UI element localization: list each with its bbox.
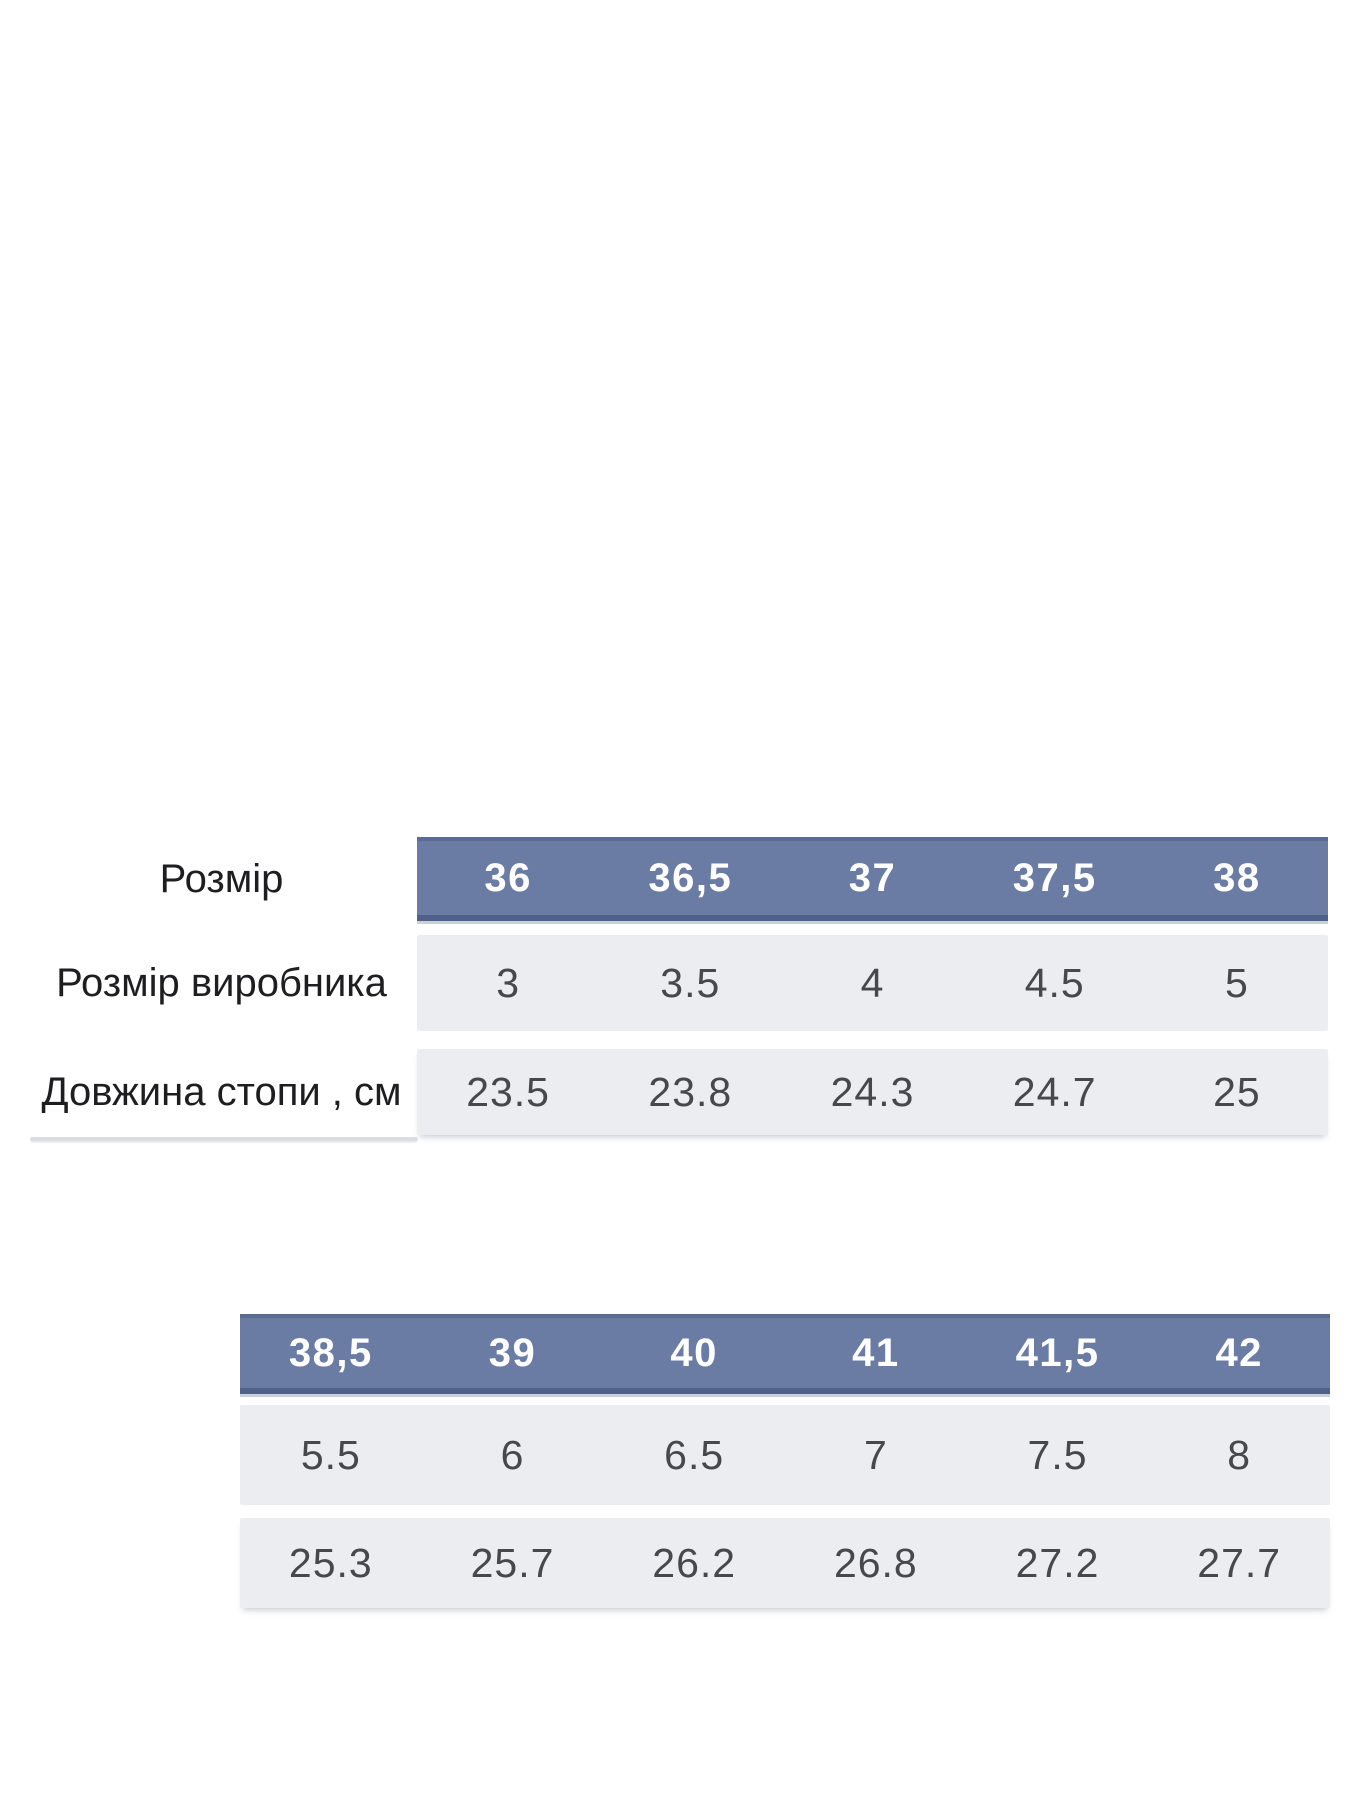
table1-row-label-manufacturer-size: Розмір виробника	[56, 960, 387, 1005]
table1-header-cell-37-5: 37,5	[1012, 855, 1097, 900]
table2-header-row: 38,5 39 40 41 41,5 42	[240, 1314, 1330, 1394]
table2-header-cell-39: 39	[488, 1330, 537, 1375]
table1-header-cell-38: 38	[1213, 855, 1261, 900]
table1-foot-length-cell: 23.5	[466, 1068, 550, 1115]
table2-header-cell-38-5: 38,5	[288, 1330, 373, 1375]
table2-foot-length-cell: 26.2	[652, 1539, 737, 1586]
table1-manufacturer-size-cell: 5	[1225, 959, 1249, 1006]
table1-manufacturer-size-cell: 4.5	[1024, 959, 1085, 1006]
table1-header-cell-36-5: 36,5	[648, 855, 733, 900]
table2-foot-length-cell: 27.7	[1197, 1539, 1282, 1586]
table2-header-cell-41-5: 41,5	[1015, 1330, 1100, 1375]
table2-manufacturer-size-cell: 7.5	[1027, 1431, 1088, 1478]
table2-manufacturer-size-cell: 6.5	[664, 1431, 725, 1478]
table1-row-label-size: Розмір	[159, 856, 284, 901]
table1-foot-length-cell: 24.7	[1012, 1068, 1097, 1115]
table2-foot-length-cell: 27.2	[1015, 1539, 1100, 1586]
table1-label-column-underline	[30, 1137, 418, 1141]
table2-header-underline	[240, 1394, 1330, 1397]
table2-foot-length-cell: 25.3	[288, 1539, 373, 1586]
table1-foot-length-cell: 25	[1213, 1068, 1261, 1115]
table1-foot-length-cell: 24.3	[830, 1068, 915, 1115]
table1-row-label-foot-length: Довжина стопи , см	[41, 1069, 402, 1114]
table2-manufacturer-size-cell: 8	[1227, 1431, 1252, 1478]
table1-manufacturer-size-cell: 3.5	[660, 959, 721, 1006]
table1-manufacturer-size-cell: 3	[496, 959, 520, 1006]
table1-manufacturer-size-row: 3 3.5 4 4.5 5	[417, 935, 1328, 1031]
table2-header-cell-40: 40	[670, 1330, 718, 1375]
table1-header-cell-37: 37	[848, 855, 897, 900]
table2-manufacturer-size-cell: 6	[500, 1431, 525, 1478]
table2-header-cell-41: 41	[852, 1330, 900, 1375]
table1-manufacturer-size-cell: 4	[860, 959, 885, 1006]
table2-foot-length-row: 25.3 25.7 26.2 26.8 27.2 27.7	[240, 1518, 1330, 1608]
table2-header-cell-42: 42	[1215, 1330, 1263, 1375]
table2-foot-length-cell: 25.7	[470, 1539, 555, 1586]
table2-manufacturer-size-cell: 5.5	[300, 1431, 361, 1478]
table2-foot-length-cell: 26.8	[833, 1539, 918, 1586]
table1-header-row: 36 36,5 37 37,5 38	[417, 837, 1328, 921]
table2-manufacturer-size-row: 5.5 6 6.5 7 7.5 8	[240, 1405, 1330, 1505]
table1-header-cell-36: 36	[484, 855, 532, 900]
table1-header-underline	[417, 921, 1328, 924]
table2-manufacturer-size-cell: 7	[863, 1431, 888, 1478]
table1-foot-length-row: 23.5 23.8 24.3 24.7 25	[417, 1049, 1328, 1135]
table1-foot-length-cell: 23.8	[648, 1068, 733, 1115]
